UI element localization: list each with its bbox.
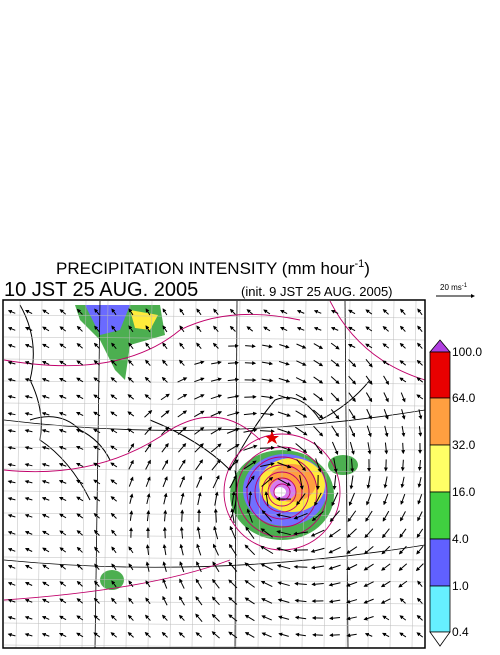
colorbar-label: 16.0 (452, 485, 476, 499)
title-end: ) (364, 259, 370, 278)
colorbar-label: 32.0 (452, 438, 476, 452)
title: PRECIPITATION INTENSITY (mm hour-1) (56, 258, 370, 278)
map (4, 301, 425, 648)
wind-arrow (330, 635, 340, 636)
colorbar-label: 0.4 (452, 625, 469, 639)
colorbar-label: 100.0 (452, 345, 482, 359)
wind-arrow (260, 431, 274, 432)
colorbar-label: 1.0 (452, 579, 469, 593)
wind-scale-text: 20 ms (440, 283, 462, 292)
wind-arrow (403, 443, 404, 453)
title-main: PRECIPITATION INTENSITY (mm hour (56, 259, 355, 278)
wind-scale-label: 20 ms-1 (440, 283, 468, 292)
wind-arrow (295, 567, 308, 568)
title-superscript: -1 (355, 258, 365, 270)
colorbar-label: 4.0 (452, 532, 469, 546)
wind-arrow (182, 510, 183, 521)
wind-arrow (260, 448, 274, 449)
wind-scale-superscript: -1 (462, 283, 468, 289)
init-time: (init. 9 JST 25 AUG. 2005) (241, 284, 393, 299)
valid-time: 10 JST 25 AUG. 2005 (4, 279, 198, 301)
colorbar-label: 64.0 (452, 391, 476, 405)
colorbar (430, 340, 450, 646)
